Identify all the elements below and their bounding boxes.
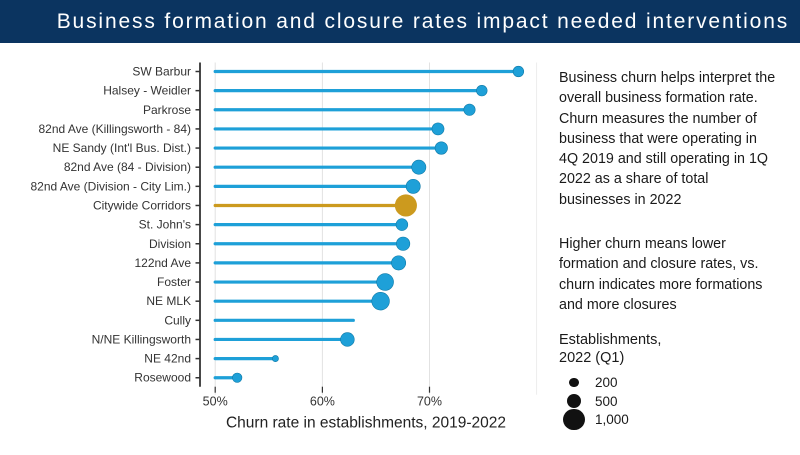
- svg-text:Citywide Corridors: Citywide Corridors: [93, 198, 191, 212]
- svg-text:82nd Ave (Killingsworth - 84): 82nd Ave (Killingsworth - 84): [38, 122, 191, 136]
- svg-text:Division: Division: [149, 237, 191, 251]
- svg-text:NE 42nd: NE 42nd: [144, 352, 191, 366]
- svg-text:Foster: Foster: [157, 275, 191, 289]
- svg-text:Churn rate in establishments,: Churn rate in establishments, 2019-2022: [226, 415, 506, 432]
- svg-text:Rosewood: Rosewood: [134, 371, 191, 385]
- svg-text:Cully: Cully: [164, 313, 191, 327]
- svg-text:NE Sandy (Int'l Bus. Dist.): NE Sandy (Int'l Bus. Dist.): [53, 141, 191, 155]
- svg-text:60%: 60%: [310, 395, 335, 409]
- svg-text:NE MLK: NE MLK: [146, 294, 191, 308]
- svg-text:82nd Ave (84 - Division): 82nd Ave (84 - Division): [64, 160, 191, 174]
- svg-text:82nd Ave (Division - City Lim.: 82nd Ave (Division - City Lim.): [31, 179, 192, 193]
- svg-text:50%: 50%: [203, 395, 228, 409]
- svg-text:Halsey - Weidler: Halsey - Weidler: [103, 84, 191, 98]
- svg-text:St. John's: St. John's: [139, 218, 191, 232]
- svg-text:Parkrose: Parkrose: [143, 103, 191, 117]
- svg-text:70%: 70%: [417, 395, 442, 409]
- svg-text:122nd Ave: 122nd Ave: [134, 256, 191, 270]
- svg-text:N/NE Killingsworth: N/NE Killingsworth: [92, 332, 191, 346]
- svg-text:SW Barbur: SW Barbur: [132, 65, 191, 79]
